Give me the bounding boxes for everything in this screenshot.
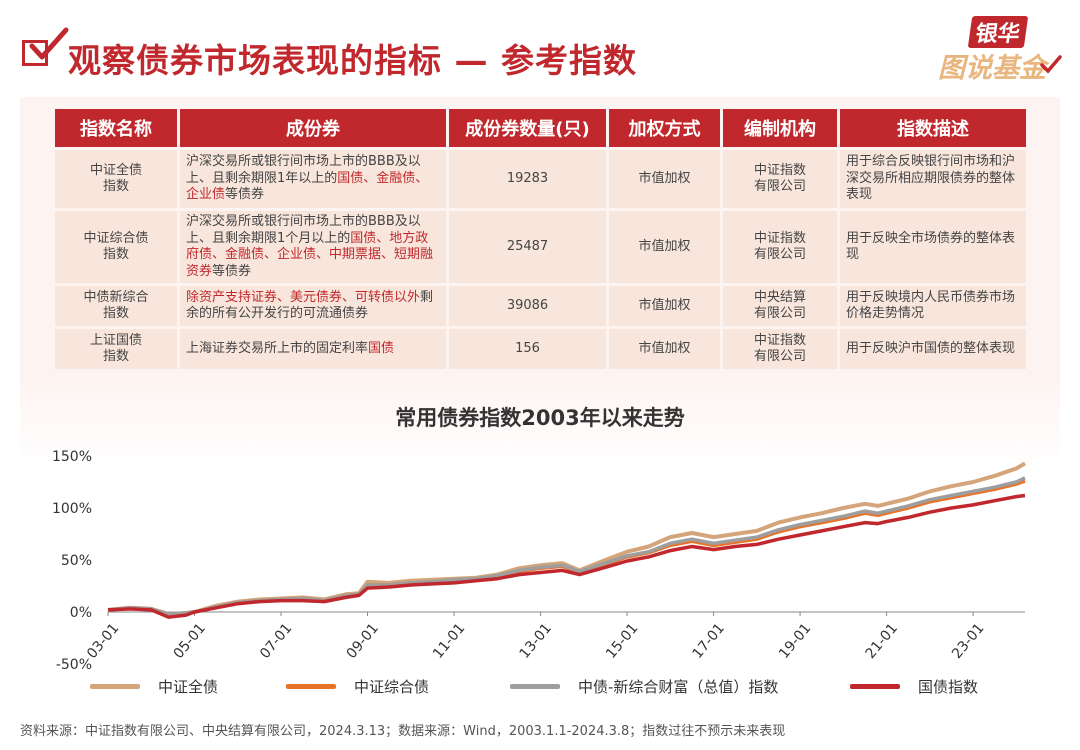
- series-line: [107, 461, 1027, 617]
- y-tick-label: 150%: [52, 449, 92, 465]
- components-cell: 沪深交易所或银行间市场上市的BBB及以上、且剩余期限1年以上的国债、金融债、企业…: [180, 150, 446, 208]
- logo-text-top: 银华: [967, 16, 1029, 48]
- x-tick-label: 23-01: [949, 620, 987, 661]
- component-count-cell: 19283: [449, 150, 606, 208]
- table-row: 上证国债 指数 上海证券交易所上市的固定利率国债 156 市值加权 中证指数 有限公司用…: [55, 329, 1026, 369]
- index-name-cell: 中证全债 指数: [55, 150, 177, 208]
- x-tick-label: 19-01: [776, 620, 814, 661]
- component-text: 等债券: [212, 263, 252, 279]
- components-cell: 上海证券交易所上市的固定利率国债: [180, 329, 446, 369]
- component-text: 等债券: [225, 187, 265, 203]
- table-row: 中债新综合 指数 除资产支持证券、美元债券、可转债以外剩余的所有公开发行的可流通债…: [55, 286, 1026, 326]
- index-name-cell: 中债新综合 指数: [55, 286, 177, 326]
- line-chart: 150% 100% 50% 0% -50%03-01 05-01 07-01 09-01 11-…: [52, 449, 1027, 673]
- series-line: [107, 476, 1026, 616]
- panel-fade: [20, 370, 1060, 702]
- legend-swatch: [286, 684, 336, 689]
- header-cell: 指数名称: [55, 109, 177, 147]
- component-text: 上海证券交易所上市的固定利率: [186, 340, 369, 356]
- checkmark-icon: [29, 27, 69, 60]
- component-text: 沪深交易所或银行间市场上市的BBB及以上、且剩余期限1年以上的: [186, 154, 421, 186]
- series-line: [107, 479, 1026, 616]
- description-cell: 用于反映沪市国债的整体表现: [840, 329, 1026, 369]
- legend-label: 中证全债: [158, 678, 219, 696]
- component-text: 剩余的所有公开发行的可流通债券: [186, 289, 434, 322]
- legend-label: 中债-新综合财富（总值）指数: [578, 678, 779, 696]
- series-line: [107, 493, 1026, 619]
- highlighted-bond-types: 国债: [368, 340, 395, 356]
- table-row: 中证综合债 指数 沪深交易所或银行间市场上市的BBB及以上、且剩余期限1个月以上的…: [55, 211, 1026, 283]
- index-name-cell: 上证国债 指数: [55, 329, 177, 369]
- table-row: 中证全债 指数 沪深交易所或银行间市场上市的BBB及以上、且剩余期限1年以上的国债…: [55, 150, 1026, 208]
- x-tick-label: 05-01: [171, 620, 209, 661]
- legend-swatch: [850, 684, 900, 689]
- weighting-cell: 市值加权: [609, 286, 720, 326]
- description-cell: 用于反映全市场债券的整体表现: [840, 211, 1026, 283]
- header-cell: 加权方式: [609, 109, 720, 147]
- weighting-cell: 市值加权: [609, 211, 720, 283]
- brand-logo: 银华 图说基金: [936, 16, 1066, 86]
- header-cell: 指数描述: [840, 109, 1026, 147]
- y-tick-label: 50%: [61, 553, 92, 569]
- x-tick-label: 17-01: [690, 620, 728, 661]
- chart-legend: 中证全债 中证综合债 中债-新综合财富（总值）指数 国债指数: [90, 676, 1050, 696]
- page-title: 观察债券市场表现的指标 — 参考指数: [68, 41, 637, 80]
- component-count-cell: 25487: [449, 211, 606, 283]
- x-tick-label: 11-01: [430, 620, 468, 661]
- y-tick-label: 100%: [52, 501, 92, 517]
- highlighted-bond-types: 除资产支持证券、美元债券、可转债以外: [186, 289, 421, 305]
- weighting-cell: 市值加权: [609, 329, 720, 369]
- header-cell: 成份券: [180, 109, 446, 147]
- compiler-cell: 中证指数 有限公司: [723, 329, 837, 369]
- description-cell: 用于综合反映银行间市场和沪深交易所相应期限债券的整体表现: [840, 150, 1026, 208]
- component-count-cell: 156: [449, 329, 606, 369]
- compiler-cell: 中证指数 有限公司: [723, 150, 837, 208]
- description-cell: 用于反映境内人民币债券市场价格走势情况: [840, 286, 1026, 326]
- components-cell: 除资产支持证券、美元债券、可转债以外剩余的所有公开发行的可流通债券: [180, 286, 446, 326]
- chart-title: 常用债券指数2003年以来走势: [395, 406, 685, 430]
- header-cell: 编制机构: [723, 109, 837, 147]
- x-tick-label: 15-01: [603, 620, 641, 661]
- header-cell: 成份券数量(只): [449, 109, 606, 147]
- component-count-cell: 39086: [449, 286, 606, 326]
- y-tick-label: -50%: [56, 657, 92, 673]
- table-header-row: 指数名称 成份券 成份券数量(只) 加权方式 编制机构 指数描述: [55, 109, 1026, 147]
- x-tick-label: 13-01: [517, 620, 555, 661]
- x-tick-label: 09-01: [344, 620, 382, 661]
- legend-label: 国债指数: [918, 678, 979, 696]
- legend-label: 中证综合债: [354, 678, 430, 696]
- x-tick-label: 21-01: [863, 620, 901, 661]
- header: 观察债券市场表现的指标 — 参考指数 银华 图说基金: [0, 0, 1080, 95]
- legend-swatch: [90, 684, 140, 689]
- components-cell: 沪深交易所或银行间市场上市的BBB及以上、且剩余期限1个月以上的国债、地方政府债…: [180, 211, 446, 283]
- y-tick-label: 0%: [70, 605, 92, 621]
- highlighted-bond-types: 国债、地方政府债、金融债、企业债、中期票据、短期融资券: [186, 230, 434, 279]
- compiler-cell: 中证指数 有限公司: [723, 211, 837, 283]
- index-name-cell: 中证综合债 指数: [55, 211, 177, 283]
- logo-text-bottom: 图说基金: [938, 53, 1046, 84]
- highlighted-bond-types: 国债、金融债、企业债: [186, 170, 429, 203]
- logo-check-icon: [1040, 55, 1062, 74]
- weighting-cell: 市值加权: [609, 150, 720, 208]
- footer-source: 资料来源：中证指数有限公司、中央结算有限公司，2024.3.13；数据来源：Wi…: [20, 724, 786, 739]
- component-text: 沪深交易所或银行间市场上市的BBB及以上、且剩余期限1个月以上的: [186, 214, 421, 246]
- legend-swatch: [510, 684, 560, 689]
- compiler-cell: 中央结算 有限公司: [723, 286, 837, 326]
- index-table: 指数名称 成份券 成份券数量(只) 加权方式 编制机构 指数描述 中证全债 指数…: [52, 106, 1029, 372]
- x-tick-label: 07-01: [257, 620, 295, 661]
- x-tick-label: 03-01: [84, 620, 122, 661]
